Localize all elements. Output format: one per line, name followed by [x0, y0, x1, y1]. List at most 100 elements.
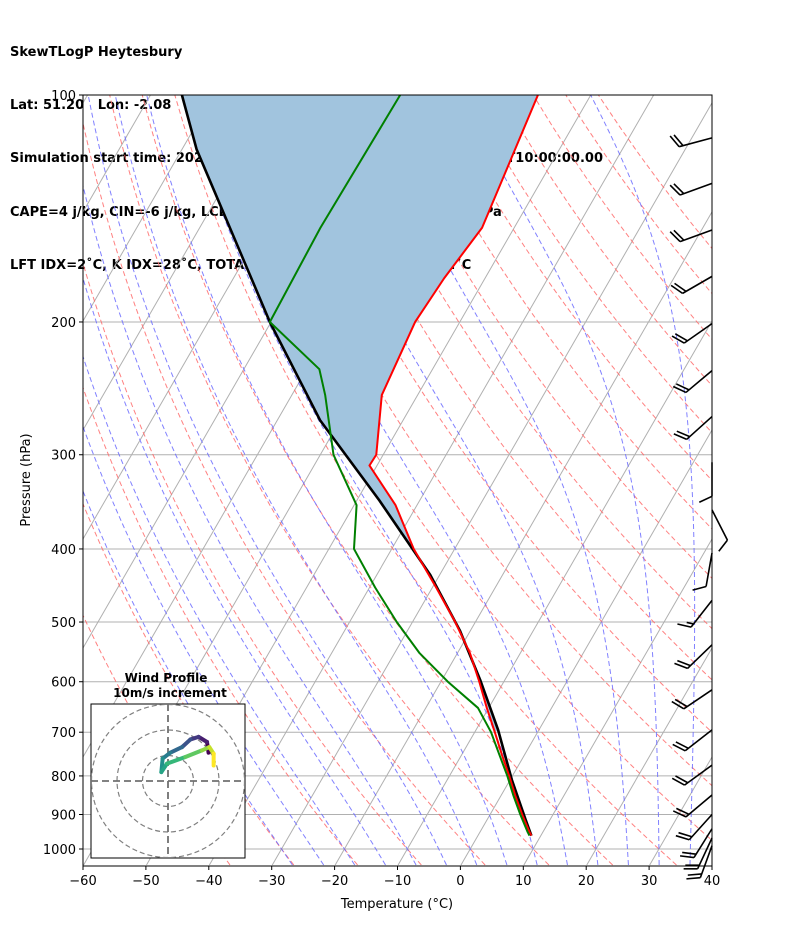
dry-adiabat [337, 95, 712, 630]
wind-barb [669, 182, 713, 196]
barb-feather [698, 495, 713, 503]
barb-feather [675, 741, 689, 750]
barb-feather [671, 335, 685, 344]
barb-feather [669, 184, 681, 196]
y-axis-label: Pressure (hPa) [19, 433, 34, 526]
barb-staff [683, 322, 713, 344]
y-tick-label: 600 [51, 676, 76, 691]
x-tick-label: 30 [641, 874, 658, 889]
dry-adiabat [109, 95, 550, 866]
barb-staff [711, 509, 729, 541]
wind-barb [674, 644, 713, 670]
axes: −60 −50 −40 −30 −20 −10 0 10 20 30 40 100 200 300 400 5… [43, 89, 720, 889]
wind-barb [692, 552, 713, 591]
hodograph-segment [164, 755, 188, 766]
barb-feather [672, 385, 687, 394]
y-tick-label: 100 [51, 89, 76, 104]
x-tick-label: −30 [258, 874, 285, 889]
y-tick-label: 200 [51, 316, 76, 331]
barb-staff [693, 828, 713, 858]
barb-feather [673, 134, 684, 147]
y-tick-label: 500 [51, 616, 76, 631]
dry-adiabat [239, 95, 712, 787]
wind-barb [675, 813, 713, 841]
barb-feather [672, 810, 687, 818]
isotherm-gridline [649, 755, 712, 866]
isotherm-gridline [271, 101, 712, 866]
x-tick-label: −20 [321, 874, 348, 889]
moist-adiabat [83, 489, 293, 866]
barb-feather [673, 433, 688, 441]
barb-staff [699, 845, 713, 878]
barb-feather [669, 231, 681, 243]
dry-adiabat [435, 95, 712, 482]
moist-adiabat [83, 425, 325, 866]
y-tick-label: 300 [51, 449, 76, 464]
dry-adiabat [402, 95, 712, 530]
barb-staff [679, 182, 713, 196]
barb-feather [673, 183, 685, 195]
wind-barb [670, 275, 713, 295]
hodograph-content [91, 704, 245, 858]
barb-staff [688, 813, 713, 841]
moist-adiabat [83, 276, 386, 866]
wind-barb [669, 134, 713, 148]
moist-adiabat [460, 95, 660, 865]
y-tick-label: 700 [51, 726, 76, 741]
cape-area [181, 95, 538, 733]
barb-staff [685, 369, 713, 394]
hodograph-title: Wind Profile [125, 671, 208, 685]
hodograph-subtitle: 10m/s increment [113, 686, 227, 700]
hodograph-segment [168, 745, 185, 755]
moist-adiabat [87, 95, 447, 866]
barb-feather [671, 777, 685, 786]
barb-feather [687, 873, 702, 876]
barb-staff [686, 415, 713, 440]
barb-feather [671, 700, 685, 710]
wind-barb [671, 322, 713, 344]
barb-staff [685, 794, 713, 818]
barb-staff [684, 729, 713, 752]
x-tick-label: 40 [704, 874, 721, 889]
barb-feather [674, 698, 688, 708]
dewpoint-line [268, 95, 531, 837]
title-line-station: SkewTLogP Heytesbury [10, 44, 183, 60]
x-tick-label: −50 [132, 874, 159, 889]
wind-barb [683, 837, 713, 870]
moist-adiabat [183, 95, 538, 866]
barb-feather [678, 831, 693, 838]
wind-barb [711, 509, 729, 552]
y-tick-label: 900 [51, 808, 76, 823]
isotherm-gridline [713, 95, 794, 865]
dry-adiabat [83, 386, 358, 866]
wind-barb [679, 828, 713, 859]
wind-barbs [669, 134, 729, 880]
wind-barb [669, 229, 713, 243]
barb-feather [674, 282, 687, 293]
x-tick-label: −10 [384, 874, 411, 889]
barb-feather [718, 539, 729, 552]
barb-staff [678, 137, 713, 148]
barb-feather [669, 135, 680, 148]
moist-adiabat [721, 95, 747, 865]
barb-feather [686, 621, 694, 625]
dry-adiabat [532, 95, 712, 341]
moist-adiabat [287, 95, 599, 866]
barb-feather [673, 229, 685, 241]
x-tick-label: 0 [456, 874, 464, 889]
isotherm-gridline [460, 428, 712, 866]
cape-fill [181, 95, 538, 733]
dry-adiabat [369, 95, 712, 580]
dry-adiabat [141, 95, 614, 866]
wind-barb [672, 369, 713, 394]
barb-feather [682, 851, 697, 855]
barb-feather [677, 659, 691, 667]
hodograph-segment [183, 748, 204, 760]
barb-staff [682, 275, 713, 295]
barb-feather [675, 834, 690, 841]
dry-adiabat [565, 95, 712, 295]
temperature-line [368, 95, 539, 837]
moist-adiabat [590, 95, 696, 865]
hodograph-ring [91, 704, 245, 858]
title-line-location: Lat: 51.20 Lon: -2.08 [10, 97, 172, 113]
